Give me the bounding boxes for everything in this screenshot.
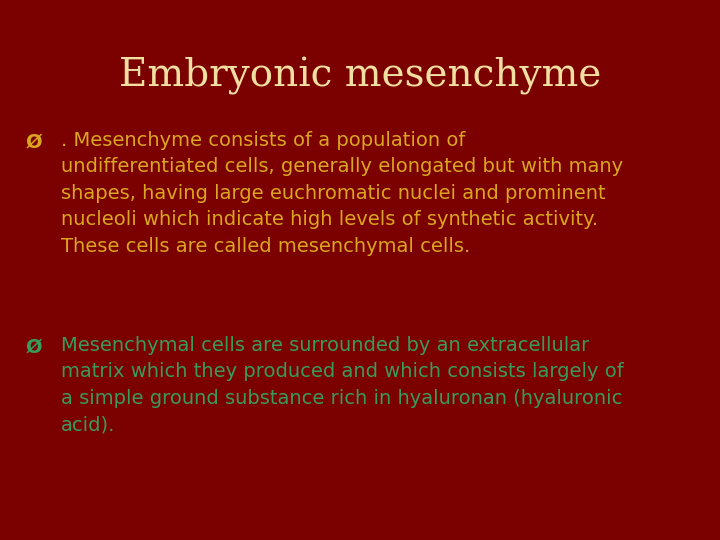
Text: Ø: Ø xyxy=(25,338,42,356)
Text: . Mesenchyme consists of a population of
undifferentiated cells, generally elong: . Mesenchyme consists of a population of… xyxy=(61,131,624,255)
Text: Embryonic mesenchyme: Embryonic mesenchyme xyxy=(119,57,601,94)
Text: Mesenchymal cells are surrounded by an extracellular
matrix which they produced : Mesenchymal cells are surrounded by an e… xyxy=(61,336,624,434)
Text: Ø: Ø xyxy=(25,132,42,151)
